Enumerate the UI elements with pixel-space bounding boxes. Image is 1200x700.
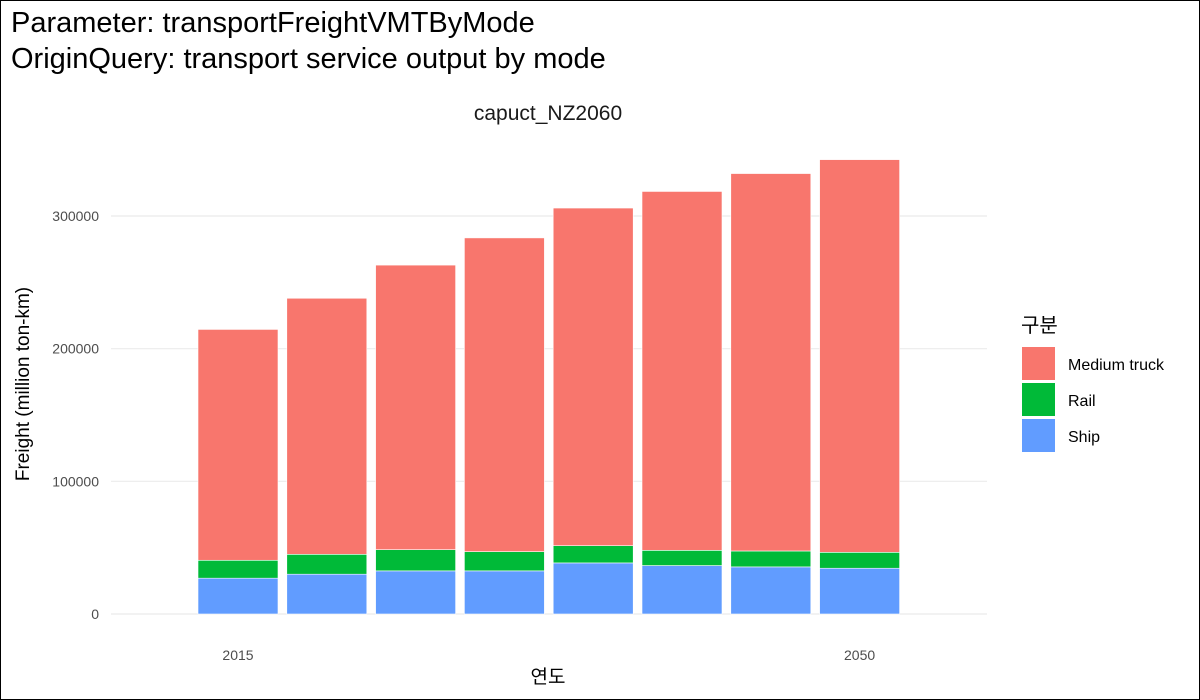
bar-segment-rail: [464, 551, 545, 572]
bar-segment-rail: [197, 559, 279, 579]
bar-segment-medium-truck: [375, 264, 456, 550]
bar-segment-ship: [286, 573, 368, 615]
chart-title-parameter: Parameter: transportFreightVMTByMode: [11, 7, 535, 39]
x-tick-label: 2050: [844, 647, 875, 663]
facet-label: capuct_NZ2060: [474, 102, 622, 125]
bar-segment-medium-truck: [819, 159, 900, 553]
chart-title-origin-query: OriginQuery: transport service output by…: [11, 43, 606, 75]
bar-segment-medium-truck: [286, 297, 368, 555]
bar-segment-medium-truck: [197, 329, 279, 561]
y-tick-label: 300000: [52, 208, 99, 224]
y-tick-label: 100000: [52, 473, 99, 489]
bar-segment-medium-truck: [552, 207, 634, 546]
axes: 0 100000 200000 300000 2015 2050: [52, 208, 875, 663]
bar-segment-rail: [375, 549, 456, 572]
legend-swatch: [1022, 419, 1055, 452]
x-tick-label: 2015: [222, 647, 253, 663]
legend-swatch: [1022, 383, 1055, 416]
y-axis-title: Freight (million ton-km): [13, 287, 34, 481]
y-tick-label: 0: [91, 606, 99, 622]
bar-segment-rail: [641, 550, 723, 566]
bar-segment-ship: [375, 570, 456, 615]
bar-segment-medium-truck: [464, 237, 545, 552]
bar-segment-rail: [819, 552, 900, 569]
legend-title: 구분: [1021, 313, 1058, 337]
bar-segment-ship: [197, 577, 279, 615]
bar-segment-rail: [730, 550, 812, 568]
bar-segment-ship: [730, 566, 812, 615]
bar-segment-ship: [819, 567, 900, 615]
bar-segment-ship: [464, 570, 545, 615]
y-tick-label: 200000: [52, 341, 99, 357]
bar-segment-medium-truck: [641, 191, 723, 551]
bars: [197, 159, 900, 615]
bar-segment-ship: [552, 562, 634, 615]
bar-segment-ship: [641, 565, 723, 615]
bar-segment-rail: [552, 545, 634, 564]
legend-label: Ship: [1068, 429, 1100, 446]
bar-segment-rail: [286, 553, 368, 575]
x-axis-title: 연도: [531, 666, 566, 688]
legend-label: Medium truck: [1068, 357, 1165, 374]
bar-segment-medium-truck: [730, 173, 812, 552]
legend-label: Rail: [1068, 393, 1096, 410]
legend: 구분 Medium truck Rail Ship: [1021, 313, 1165, 452]
legend-swatch: [1022, 347, 1055, 380]
